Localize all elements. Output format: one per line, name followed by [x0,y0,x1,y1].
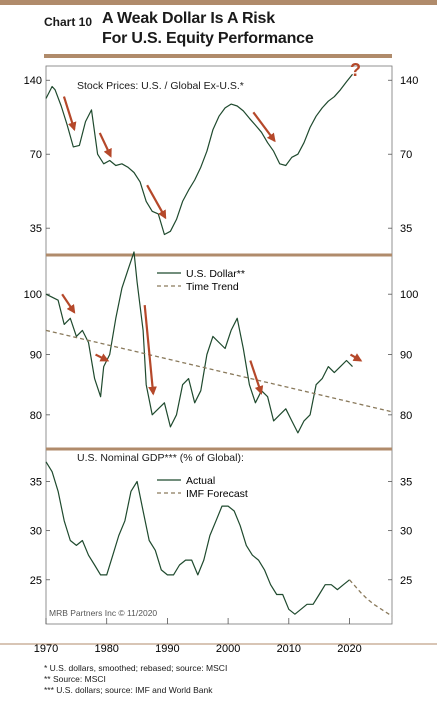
trend-arrow [349,353,363,362]
x-tick-label: 2020 [337,643,361,655]
footnote-2: ** Source: MSCI [44,674,106,684]
title-rule [44,54,392,58]
legend-dollar-label: U.S. Dollar** [186,268,245,280]
x-tick-label: 1970 [34,643,58,655]
label-layer: 35 35 70 70 140 140 80 80 90 90 100 100 25 25 30 30 35 35… [24,75,419,655]
y-tick-label-left: 30 [30,526,42,538]
trend-arrow [249,360,264,395]
source-credit: MRB Partners Inc © 11/2020 [49,608,157,618]
legend-trend-label: Time Trend [186,281,239,293]
series-line [45,461,350,615]
x-tick-label: 2010 [277,643,301,655]
series-layer [45,73,393,617]
y-tick-label-right: 80 [400,410,412,422]
y-tick-label-right: 25 [400,575,412,587]
y-tick-label-left: 80 [30,410,42,422]
stock-panel-title: Stock Prices: U.S. / Global Ex-U.S.* [77,80,244,92]
series-line [349,579,393,617]
x-tick-label: 1980 [94,643,118,655]
x-tick-label: 1990 [155,643,179,655]
trend-arrow [61,293,76,314]
tick-layer [45,79,392,624]
trend-arrow [146,184,167,220]
question-mark-annotation: ? [350,60,361,80]
y-tick-label-right: 90 [400,350,412,362]
y-tick-label-right: 140 [400,75,418,87]
chart-title-line2: For U.S. Equity Performance [102,30,314,47]
y-tick-label-right: 30 [400,526,412,538]
y-tick-label-right: 100 [400,289,418,301]
chart-title-line1: A Weak Dollar Is A Risk [102,10,275,27]
y-tick-label-left: 35 [30,476,42,488]
y-tick-label-left: 100 [24,289,42,301]
series-line [45,251,353,434]
chart-frame [0,65,437,645]
y-tick-label-left: 35 [30,223,42,235]
plot-border [45,65,393,625]
footnote-1: * U.S. dollars, smoothed; rebased; sourc… [44,663,228,673]
trend-arrow [95,353,110,362]
y-tick-label-left: 25 [30,575,42,587]
top-accent-bar [0,0,437,5]
footnote-3: *** U.S. dollars; source: IMF and World … [44,685,213,695]
gdp-legend: Actual IMF Forecast [157,475,248,500]
trend-arrow [62,96,77,132]
legend-actual-label: Actual [186,475,215,487]
y-tick-label-left: 140 [24,75,42,87]
y-tick-label-right: 35 [400,476,412,488]
trend-arrow [252,111,276,143]
footnotes: * U.S. dollars, smoothed; rebased; sourc… [44,663,227,696]
series-line [45,73,353,236]
series-line [45,329,393,413]
y-tick-label-right: 35 [400,223,412,235]
dollar-legend: U.S. Dollar** Time Trend [157,268,245,293]
trend-arrow [98,132,112,158]
legend-forecast-label: IMF Forecast [186,488,248,500]
chart-number: Chart 10 [44,15,93,29]
x-tick-label: 2000 [216,643,240,655]
trend-arrow [143,304,157,396]
arrow-layer [61,96,363,396]
gdp-panel-title: U.S. Nominal GDP*** (% of Global): [77,452,244,464]
y-tick-label-left: 90 [30,350,42,362]
y-tick-label-left: 70 [30,149,42,161]
y-tick-label-right: 70 [400,149,412,161]
